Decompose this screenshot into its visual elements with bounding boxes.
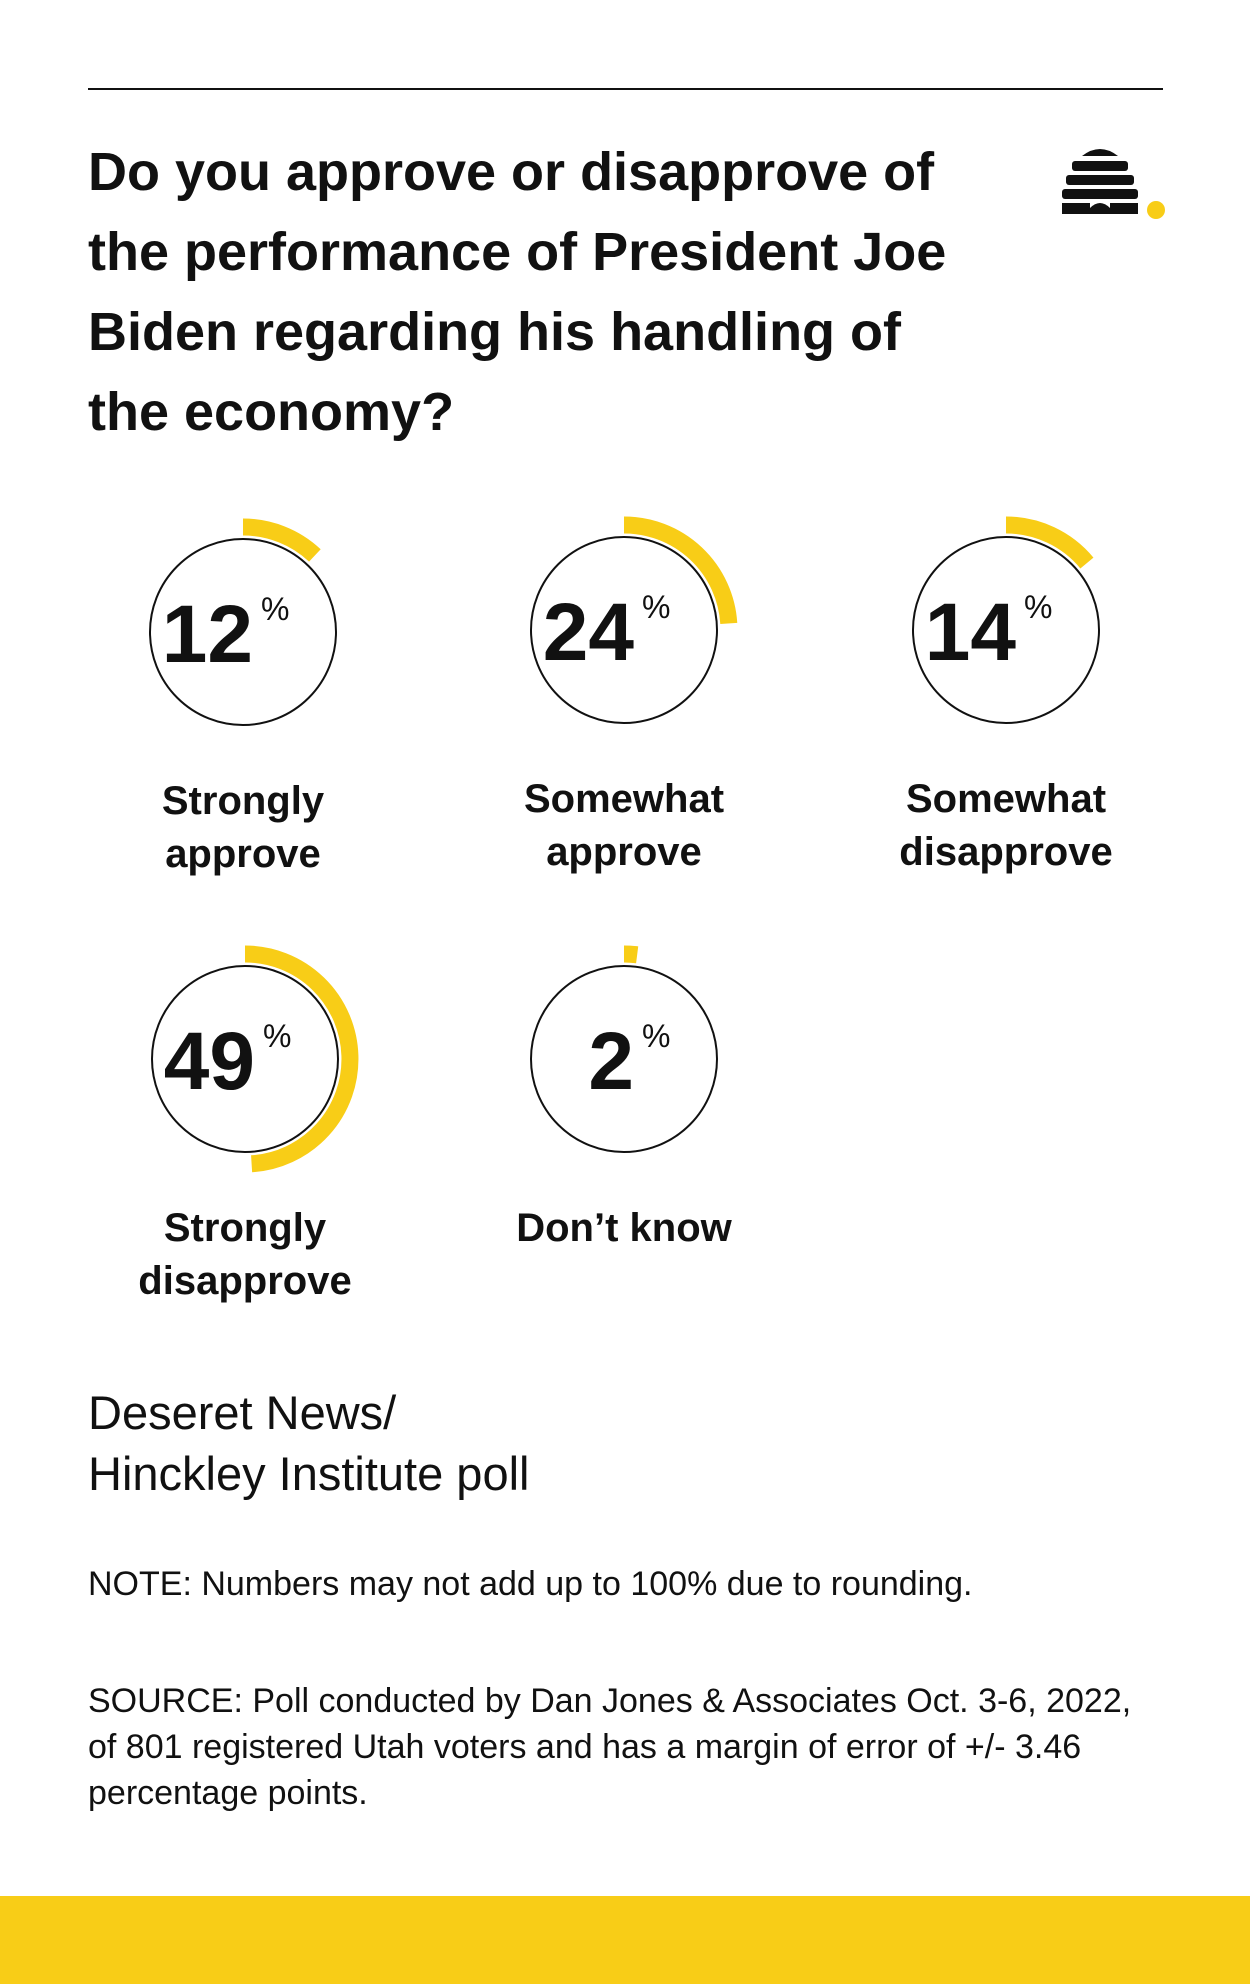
donut-ring [151,965,339,1153]
donut-item: 49 % Strongly disapprove [138,945,359,1303]
category-label: Somewhat disapprove [899,777,1112,874]
top-rule [88,88,1163,90]
headline: Do you approve or disapprove of the perf… [88,142,947,442]
source-note: SOURCE: Poll conducted by Dan Jones & As… [88,1682,1132,1812]
percent-sign: % [263,1018,291,1054]
donut-ring [530,536,718,724]
value-arc [1005,516,1094,569]
donut-item: 2 % Don’t know [516,945,733,1250]
donut-ring [912,536,1100,724]
percent-sign: % [642,589,670,625]
donut-item: 12 % Strongly approve [149,518,337,876]
poll-name-line2: Hinckley Institute poll [88,1447,530,1500]
value-arc [244,945,359,1173]
beehive-logo-icon [1062,149,1165,219]
percent-sign: % [261,591,289,627]
percent-value: 24 [543,587,635,678]
value-arc [242,518,321,562]
category-label: Don’t know [516,1206,732,1250]
category-label: Somewhat approve [524,777,724,874]
percent-value: 2 [588,1016,634,1107]
percent-sign: % [1024,589,1052,625]
category-label: Strongly approve [162,779,325,876]
donut-item: 14 % Somewhat disapprove [899,516,1113,874]
percent-value: 12 [162,589,253,680]
percent-value: 14 [925,587,1017,678]
rounding-note: NOTE: Numbers may not add up to 100% due… [88,1565,973,1603]
donut-ring [149,538,337,726]
percent-value: 49 [164,1016,255,1107]
donut-ring [530,965,718,1153]
footer-bar [0,1896,1250,1984]
donut-item: 24 % Somewhat approve [524,516,738,874]
poll-name: Deseret News/ Hinckley Institute poll [88,1382,788,1504]
value-arc [623,945,639,964]
poll-name-line1: Deseret News/ [88,1386,397,1439]
category-label: Strongly disapprove [138,1206,351,1303]
value-arc [623,516,738,625]
percent-sign: % [642,1018,670,1054]
